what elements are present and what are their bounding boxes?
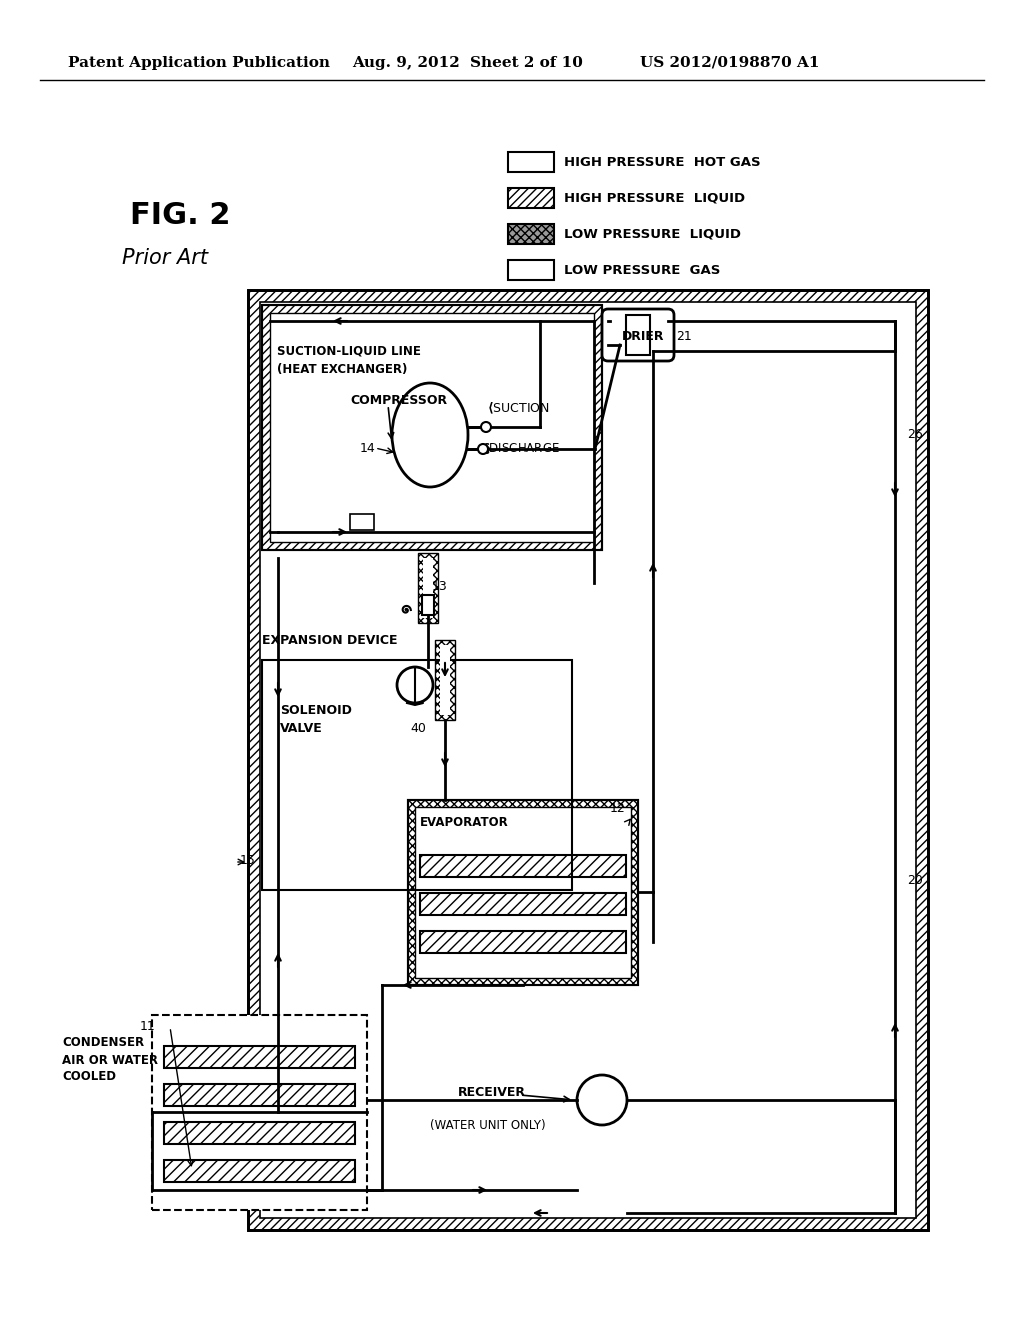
Bar	[420, 894, 626, 915]
Bar	[248, 290, 928, 1230]
Bar	[415, 807, 631, 978]
Bar	[260, 302, 916, 1218]
Bar	[262, 305, 602, 550]
Text: COMPRESSOR: COMPRESSOR	[350, 393, 447, 407]
Text: Prior Art: Prior Art	[122, 248, 208, 268]
Text: 40: 40	[410, 722, 426, 734]
Bar	[422, 595, 434, 615]
Bar	[408, 800, 638, 985]
Bar	[248, 290, 928, 1230]
Bar	[626, 315, 650, 355]
Text: US 2012/0198870 A1: US 2012/0198870 A1	[640, 55, 819, 70]
Text: HIGH PRESSURE  HOT GAS: HIGH PRESSURE HOT GAS	[564, 156, 761, 169]
Text: 20: 20	[907, 874, 923, 887]
Text: (WATER UNIT ONLY): (WATER UNIT ONLY)	[430, 1118, 546, 1131]
Bar	[270, 313, 594, 543]
Text: 21: 21	[676, 330, 692, 343]
Text: Aug. 9, 2012: Aug. 9, 2012	[352, 55, 460, 70]
Text: LOW PRESSURE  LIQUID: LOW PRESSURE LIQUID	[564, 227, 741, 240]
Text: HIGH PRESSURE  LIQUID: HIGH PRESSURE LIQUID	[564, 191, 745, 205]
Text: SUCTION-LIQUID LINE
(HEAT EXCHANGER): SUCTION-LIQUID LINE (HEAT EXCHANGER)	[278, 345, 421, 375]
Bar	[350, 513, 374, 531]
Bar	[164, 1084, 355, 1106]
Text: Patent Application Publication: Patent Application Publication	[68, 55, 330, 70]
Text: 14: 14	[360, 441, 376, 454]
Text: CONDENSER
AIR OR WATER
COOLED: CONDENSER AIR OR WATER COOLED	[62, 1036, 158, 1084]
Bar	[164, 1160, 355, 1181]
Bar	[423, 558, 433, 618]
Text: 15: 15	[240, 854, 256, 866]
Bar	[420, 931, 626, 953]
Text: 26: 26	[907, 429, 923, 441]
Bar	[440, 645, 450, 715]
Bar	[262, 660, 572, 890]
Bar	[420, 855, 626, 876]
Text: FIG. 2: FIG. 2	[130, 202, 230, 231]
Bar	[508, 187, 554, 209]
Bar	[508, 260, 554, 280]
Bar	[408, 800, 638, 985]
Text: Sheet 2 of 10: Sheet 2 of 10	[470, 55, 583, 70]
Bar	[508, 224, 554, 244]
Text: 11: 11	[140, 1020, 156, 1034]
Text: $\mathbf{\langle}$SUCTION: $\mathbf{\langle}$SUCTION	[487, 400, 550, 416]
Text: SOLENOID
VALVE: SOLENOID VALVE	[280, 705, 352, 735]
Text: 12: 12	[610, 801, 626, 814]
Circle shape	[397, 667, 433, 704]
Ellipse shape	[392, 383, 468, 487]
Text: 13: 13	[432, 581, 447, 594]
Bar	[152, 1015, 367, 1210]
Text: LOW PRESSURE  GAS: LOW PRESSURE GAS	[564, 264, 720, 276]
Bar	[262, 305, 602, 550]
Bar	[508, 152, 554, 172]
Text: $\mathbf{\S}$DISCHARGE: $\mathbf{\S}$DISCHARGE	[483, 441, 560, 457]
Bar	[164, 1045, 355, 1068]
Circle shape	[481, 422, 490, 432]
Bar	[415, 807, 631, 978]
Bar	[435, 640, 455, 719]
Text: EXPANSION DEVICE: EXPANSION DEVICE	[262, 634, 397, 647]
Bar	[260, 302, 916, 1218]
Text: RECEIVER: RECEIVER	[458, 1085, 526, 1098]
FancyBboxPatch shape	[602, 309, 674, 360]
Text: DRIER: DRIER	[622, 330, 665, 343]
Bar	[418, 553, 438, 623]
Circle shape	[577, 1074, 627, 1125]
Bar	[164, 1122, 355, 1144]
Bar	[270, 313, 594, 543]
Text: EVAPORATOR: EVAPORATOR	[420, 816, 509, 829]
Circle shape	[478, 444, 488, 454]
